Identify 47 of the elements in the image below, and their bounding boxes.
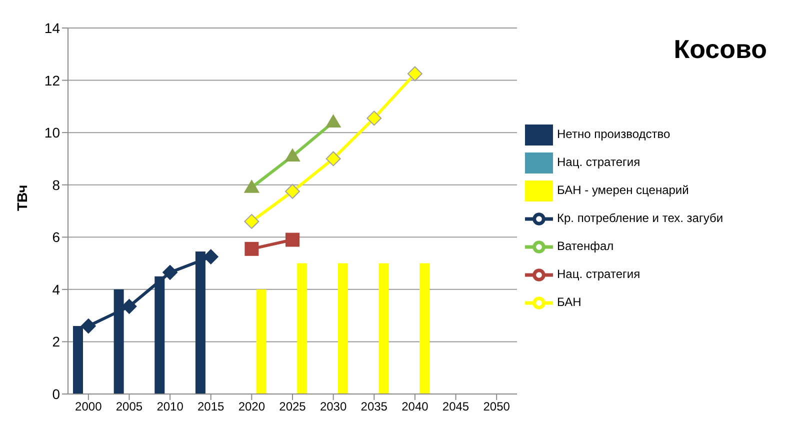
y-tick-label: 0 [52, 386, 60, 402]
legend-label: БАН - умерен сценарий [557, 182, 689, 197]
point [326, 114, 341, 128]
point [162, 264, 178, 280]
y-tick-label: 8 [52, 176, 60, 193]
legend-label: Ватенфал [557, 238, 614, 253]
bar [338, 263, 348, 394]
y-tick-label: 12 [44, 72, 60, 88]
point [244, 242, 259, 256]
legend-label: Нац. стратегия [557, 266, 640, 281]
point [407, 66, 422, 82]
x-tick-label: 2010 [156, 400, 184, 414]
legend-label: Кр. потребление и тех. загуби [557, 210, 724, 225]
y-tick-label: 4 [52, 281, 60, 298]
point [285, 148, 300, 162]
x-tick-label: 2035 [360, 400, 388, 414]
legend-label: БАН [557, 294, 582, 309]
legend-label: Нетно производство [557, 126, 670, 141]
text: Косово [674, 34, 767, 65]
point [285, 184, 300, 199]
x-tick-label: 2020 [238, 400, 266, 414]
bar [420, 263, 430, 394]
y-tick-label: 2 [52, 334, 60, 350]
x-tick-label: 2050 [483, 400, 510, 414]
point [122, 298, 137, 314]
point [366, 110, 382, 126]
point [244, 180, 260, 193]
y-axis-title: ТВч [14, 184, 30, 211]
bar [297, 263, 308, 394]
point [286, 232, 300, 247]
point [203, 249, 218, 264]
y-tick-label: 10 [44, 124, 60, 141]
y-tick-label: 6 [52, 229, 60, 246]
x-tick-label: 2015 [198, 400, 225, 414]
x-tick-label: 2040 [402, 400, 429, 414]
bar [378, 263, 389, 394]
y-tick-label: 14 [44, 20, 60, 36]
x-tick-label: 2000 [75, 400, 102, 414]
point [80, 318, 96, 334]
x-tick-label: 2025 [279, 400, 306, 414]
x-tick-label: 2005 [116, 400, 143, 414]
point [244, 214, 260, 229]
x-tick-label: 2045 [442, 400, 470, 414]
bar [256, 289, 266, 394]
x-tick-label: 2030 [320, 400, 347, 414]
legend-label: Нац. стратегия [557, 154, 640, 169]
point [326, 151, 341, 166]
